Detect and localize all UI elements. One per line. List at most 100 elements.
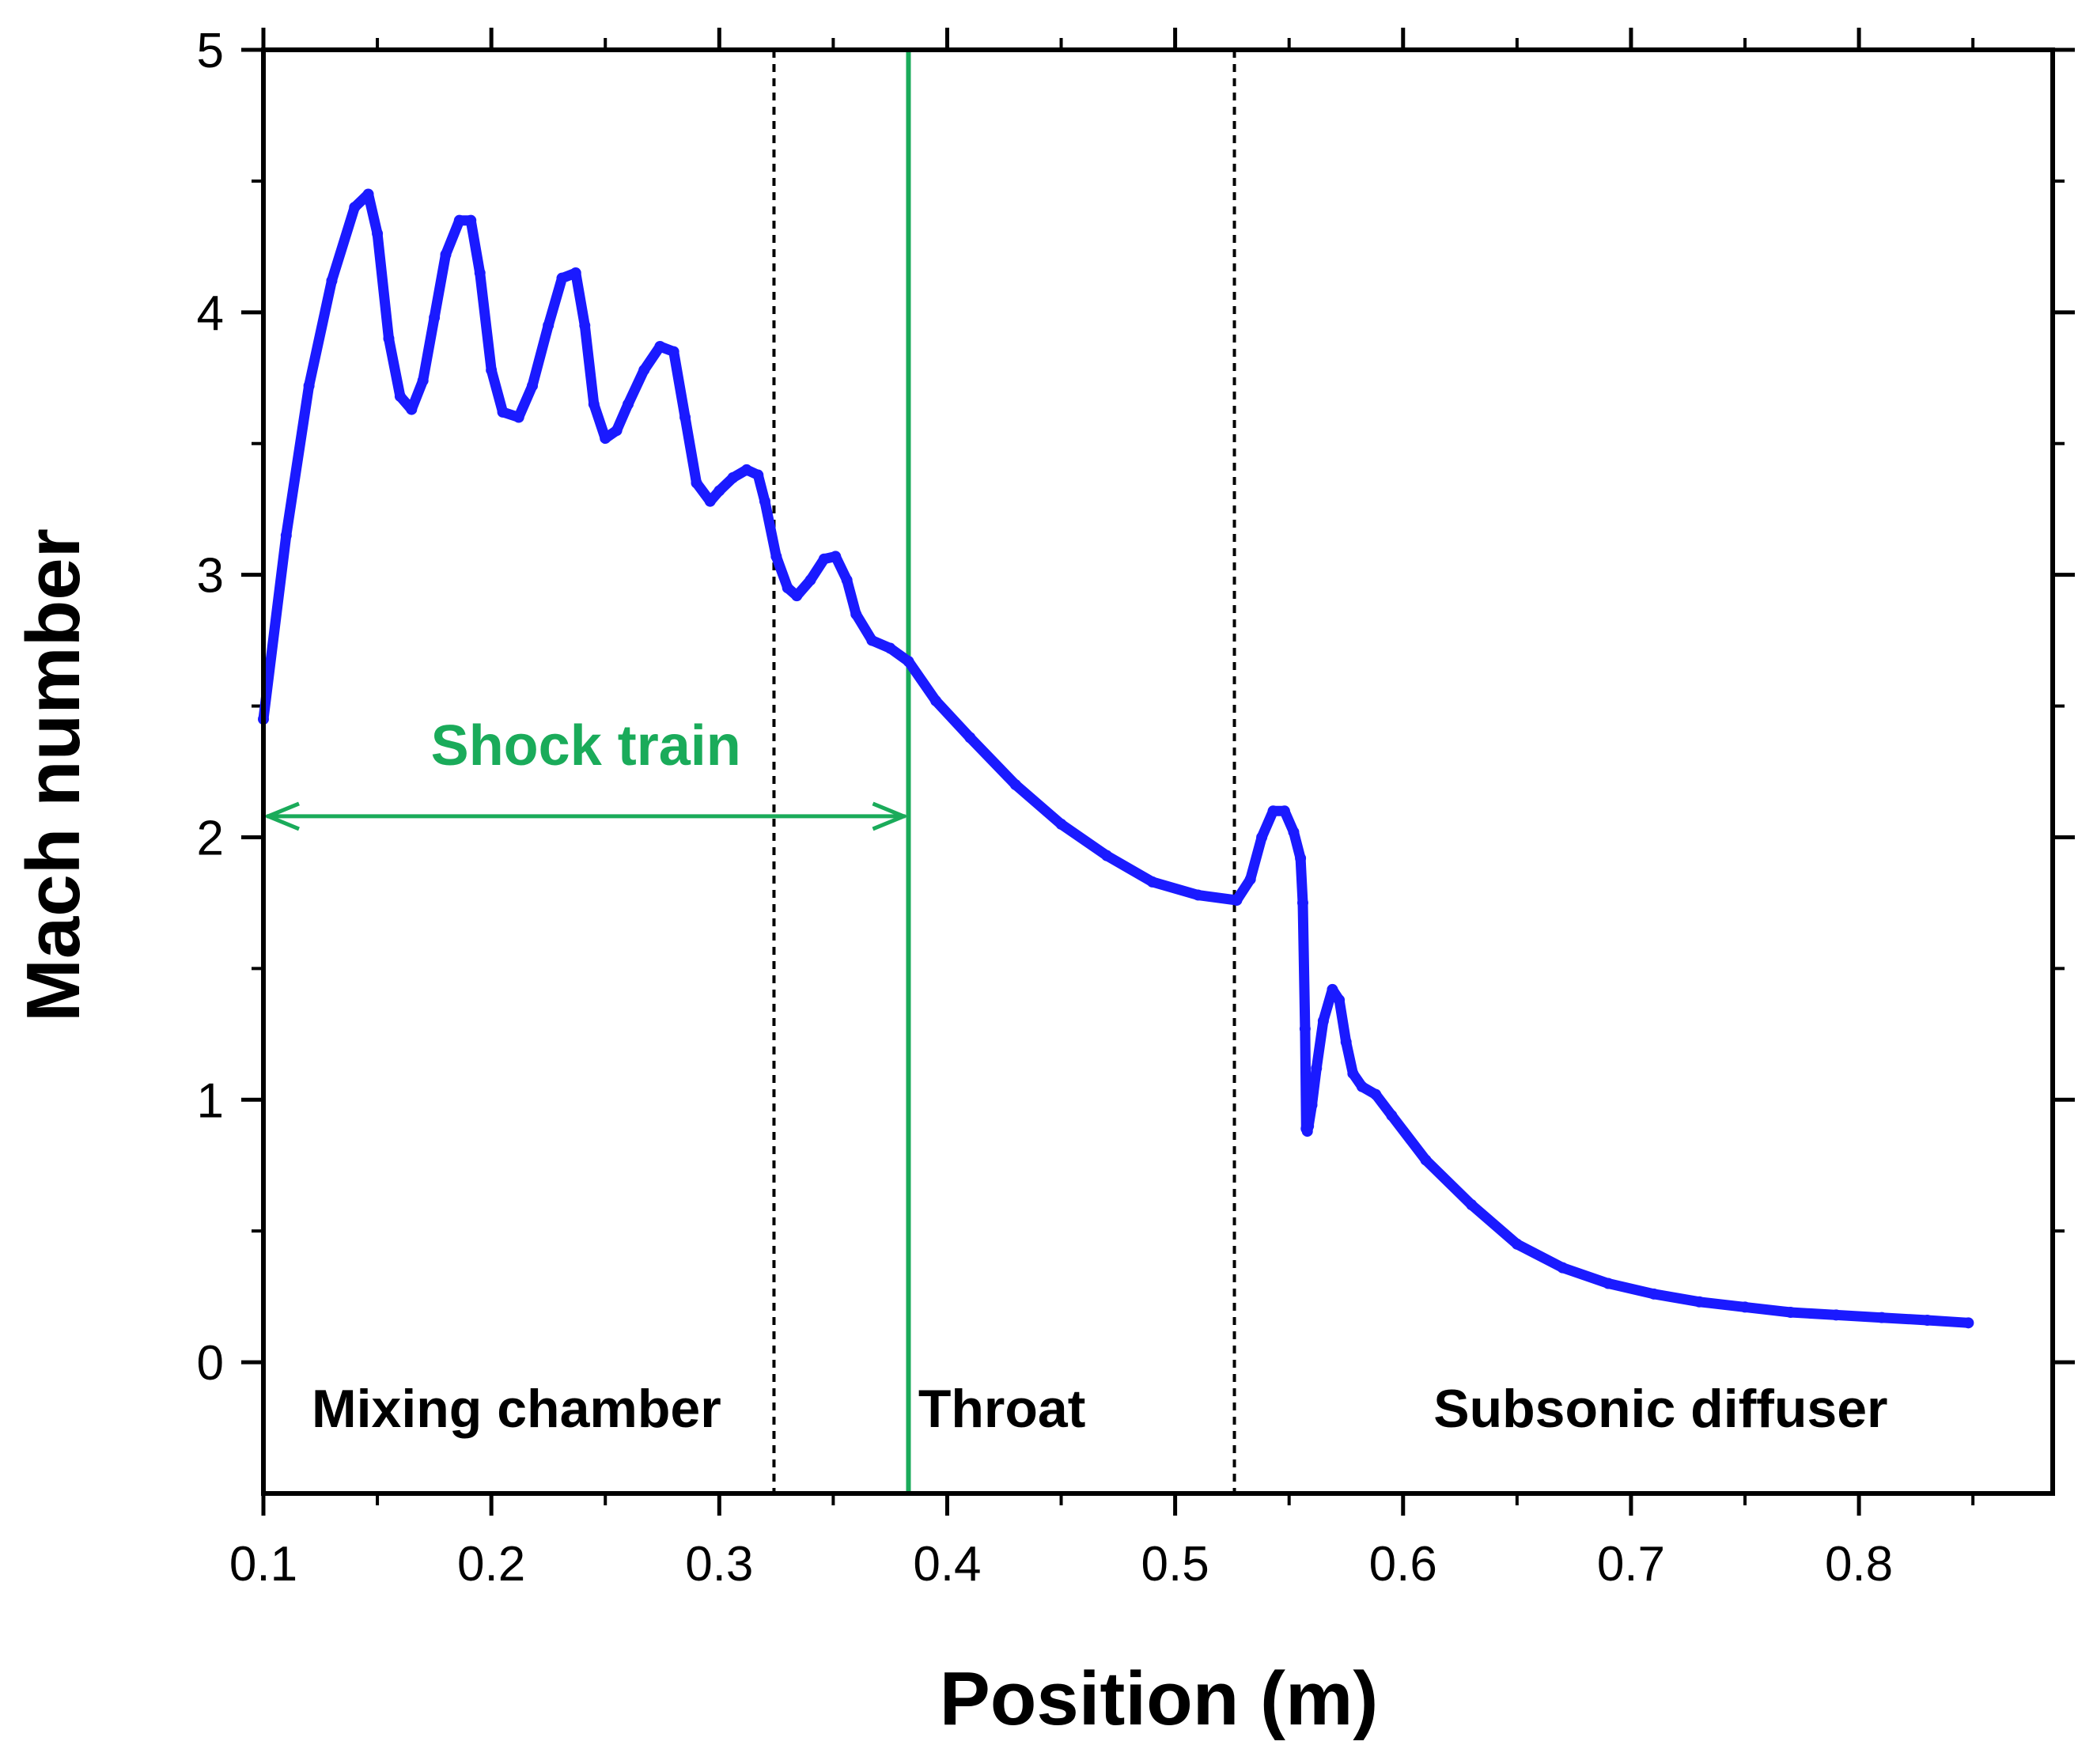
data-point [1340, 1036, 1352, 1048]
data-point [1466, 1199, 1478, 1210]
data-point [1334, 994, 1346, 1006]
data-point [1830, 1309, 1842, 1321]
data-point [841, 574, 853, 586]
data-point [1921, 1315, 1933, 1326]
data-point [1055, 818, 1067, 830]
shock-train-label: Shock train [431, 714, 741, 778]
data-point [579, 320, 591, 331]
data-point [1557, 1262, 1569, 1274]
data-point [804, 574, 816, 586]
data-point [1267, 805, 1279, 817]
data-point [1231, 895, 1243, 907]
shock-train-arrow-head-right [872, 801, 910, 831]
x-tick-label: 0.3 [685, 1537, 753, 1592]
data-point [1785, 1307, 1796, 1319]
shock-train-annotation: Shock train [263, 714, 910, 831]
x-tick-labels: 0.1 0.2 0.3 0.4 0.5 0.6 0.7 0.8 [229, 1537, 1893, 1592]
data-point [611, 425, 623, 437]
data-point [527, 380, 539, 392]
data-point [280, 529, 292, 541]
data-point [1306, 1099, 1318, 1111]
data-point [668, 346, 679, 358]
data-point [1511, 1238, 1523, 1250]
data-point [1295, 853, 1307, 864]
data-point [600, 433, 611, 445]
data-point [1101, 850, 1113, 861]
y-tick-label: 0 [197, 1336, 224, 1391]
data-point [1311, 1062, 1323, 1074]
x-tick-label: 0.4 [913, 1537, 981, 1592]
data-point [486, 364, 498, 376]
data-point [543, 320, 555, 331]
data-point [417, 375, 429, 387]
y-tick-label: 3 [197, 549, 224, 604]
x-tick-label: 0.7 [1597, 1537, 1665, 1592]
data-point [372, 228, 384, 240]
data-point [429, 312, 441, 324]
data-point [326, 275, 338, 286]
data-point [349, 202, 361, 214]
data-point [1288, 826, 1300, 838]
data-point [830, 551, 842, 562]
data-point [1739, 1301, 1751, 1313]
data-point [1278, 805, 1290, 817]
data-point [740, 464, 752, 475]
data-point [1296, 897, 1308, 909]
data-point [1875, 1312, 1887, 1323]
x-tick-label: 0.5 [1141, 1537, 1209, 1592]
data-point [818, 553, 830, 565]
data-point [1299, 1023, 1311, 1035]
data-point [679, 411, 691, 423]
data-point [1303, 1120, 1315, 1132]
data-point [394, 391, 406, 402]
data-point [1256, 831, 1268, 843]
data-point [727, 471, 739, 483]
y-tick-label: 2 [197, 811, 224, 865]
data-point [782, 582, 793, 594]
data-point [713, 485, 725, 497]
section-divider-lines [772, 50, 1236, 1493]
data-point [759, 495, 770, 507]
data-point [1347, 1068, 1359, 1080]
data-point [1420, 1154, 1432, 1166]
data-point [556, 272, 568, 284]
data-point [1317, 1015, 1329, 1027]
data-point [465, 214, 477, 226]
y-tick-label: 1 [197, 1073, 224, 1128]
mach-number-series [258, 188, 1974, 1329]
data-point [1648, 1288, 1660, 1300]
data-point [770, 551, 782, 562]
data-point [704, 495, 716, 507]
data-point [497, 406, 509, 418]
data-point [752, 469, 764, 481]
data-point [1146, 876, 1158, 888]
data-point [791, 590, 803, 602]
data-point [440, 248, 452, 260]
data-point [930, 695, 942, 706]
x-tick-label: 0.2 [457, 1537, 525, 1592]
data-point [588, 398, 600, 410]
y-tick-labels: 0 1 2 3 4 5 [197, 24, 224, 1391]
data-point [1694, 1296, 1705, 1308]
data-point [1009, 779, 1021, 791]
x-tick-label: 0.8 [1825, 1537, 1893, 1592]
y-tick-label: 4 [197, 286, 224, 341]
x-tick-label: 0.6 [1369, 1537, 1437, 1592]
data-point [406, 403, 418, 415]
shock-train-arrow-head-left [263, 801, 300, 831]
data-point [903, 656, 914, 668]
data-point [570, 267, 581, 279]
data-point [850, 608, 862, 620]
data-point [362, 188, 374, 200]
data-point [1244, 873, 1256, 885]
y-tick-label: 5 [197, 24, 224, 78]
data-point [1603, 1278, 1614, 1289]
data-point [866, 634, 878, 646]
data-point [638, 364, 650, 376]
region-label: Mixing chamber [312, 1379, 721, 1439]
plot-frame [261, 47, 2055, 1496]
data-point [691, 477, 702, 489]
data-point [654, 340, 666, 352]
data-point [1356, 1081, 1368, 1092]
y-axis-title: Mach number [11, 528, 96, 1022]
